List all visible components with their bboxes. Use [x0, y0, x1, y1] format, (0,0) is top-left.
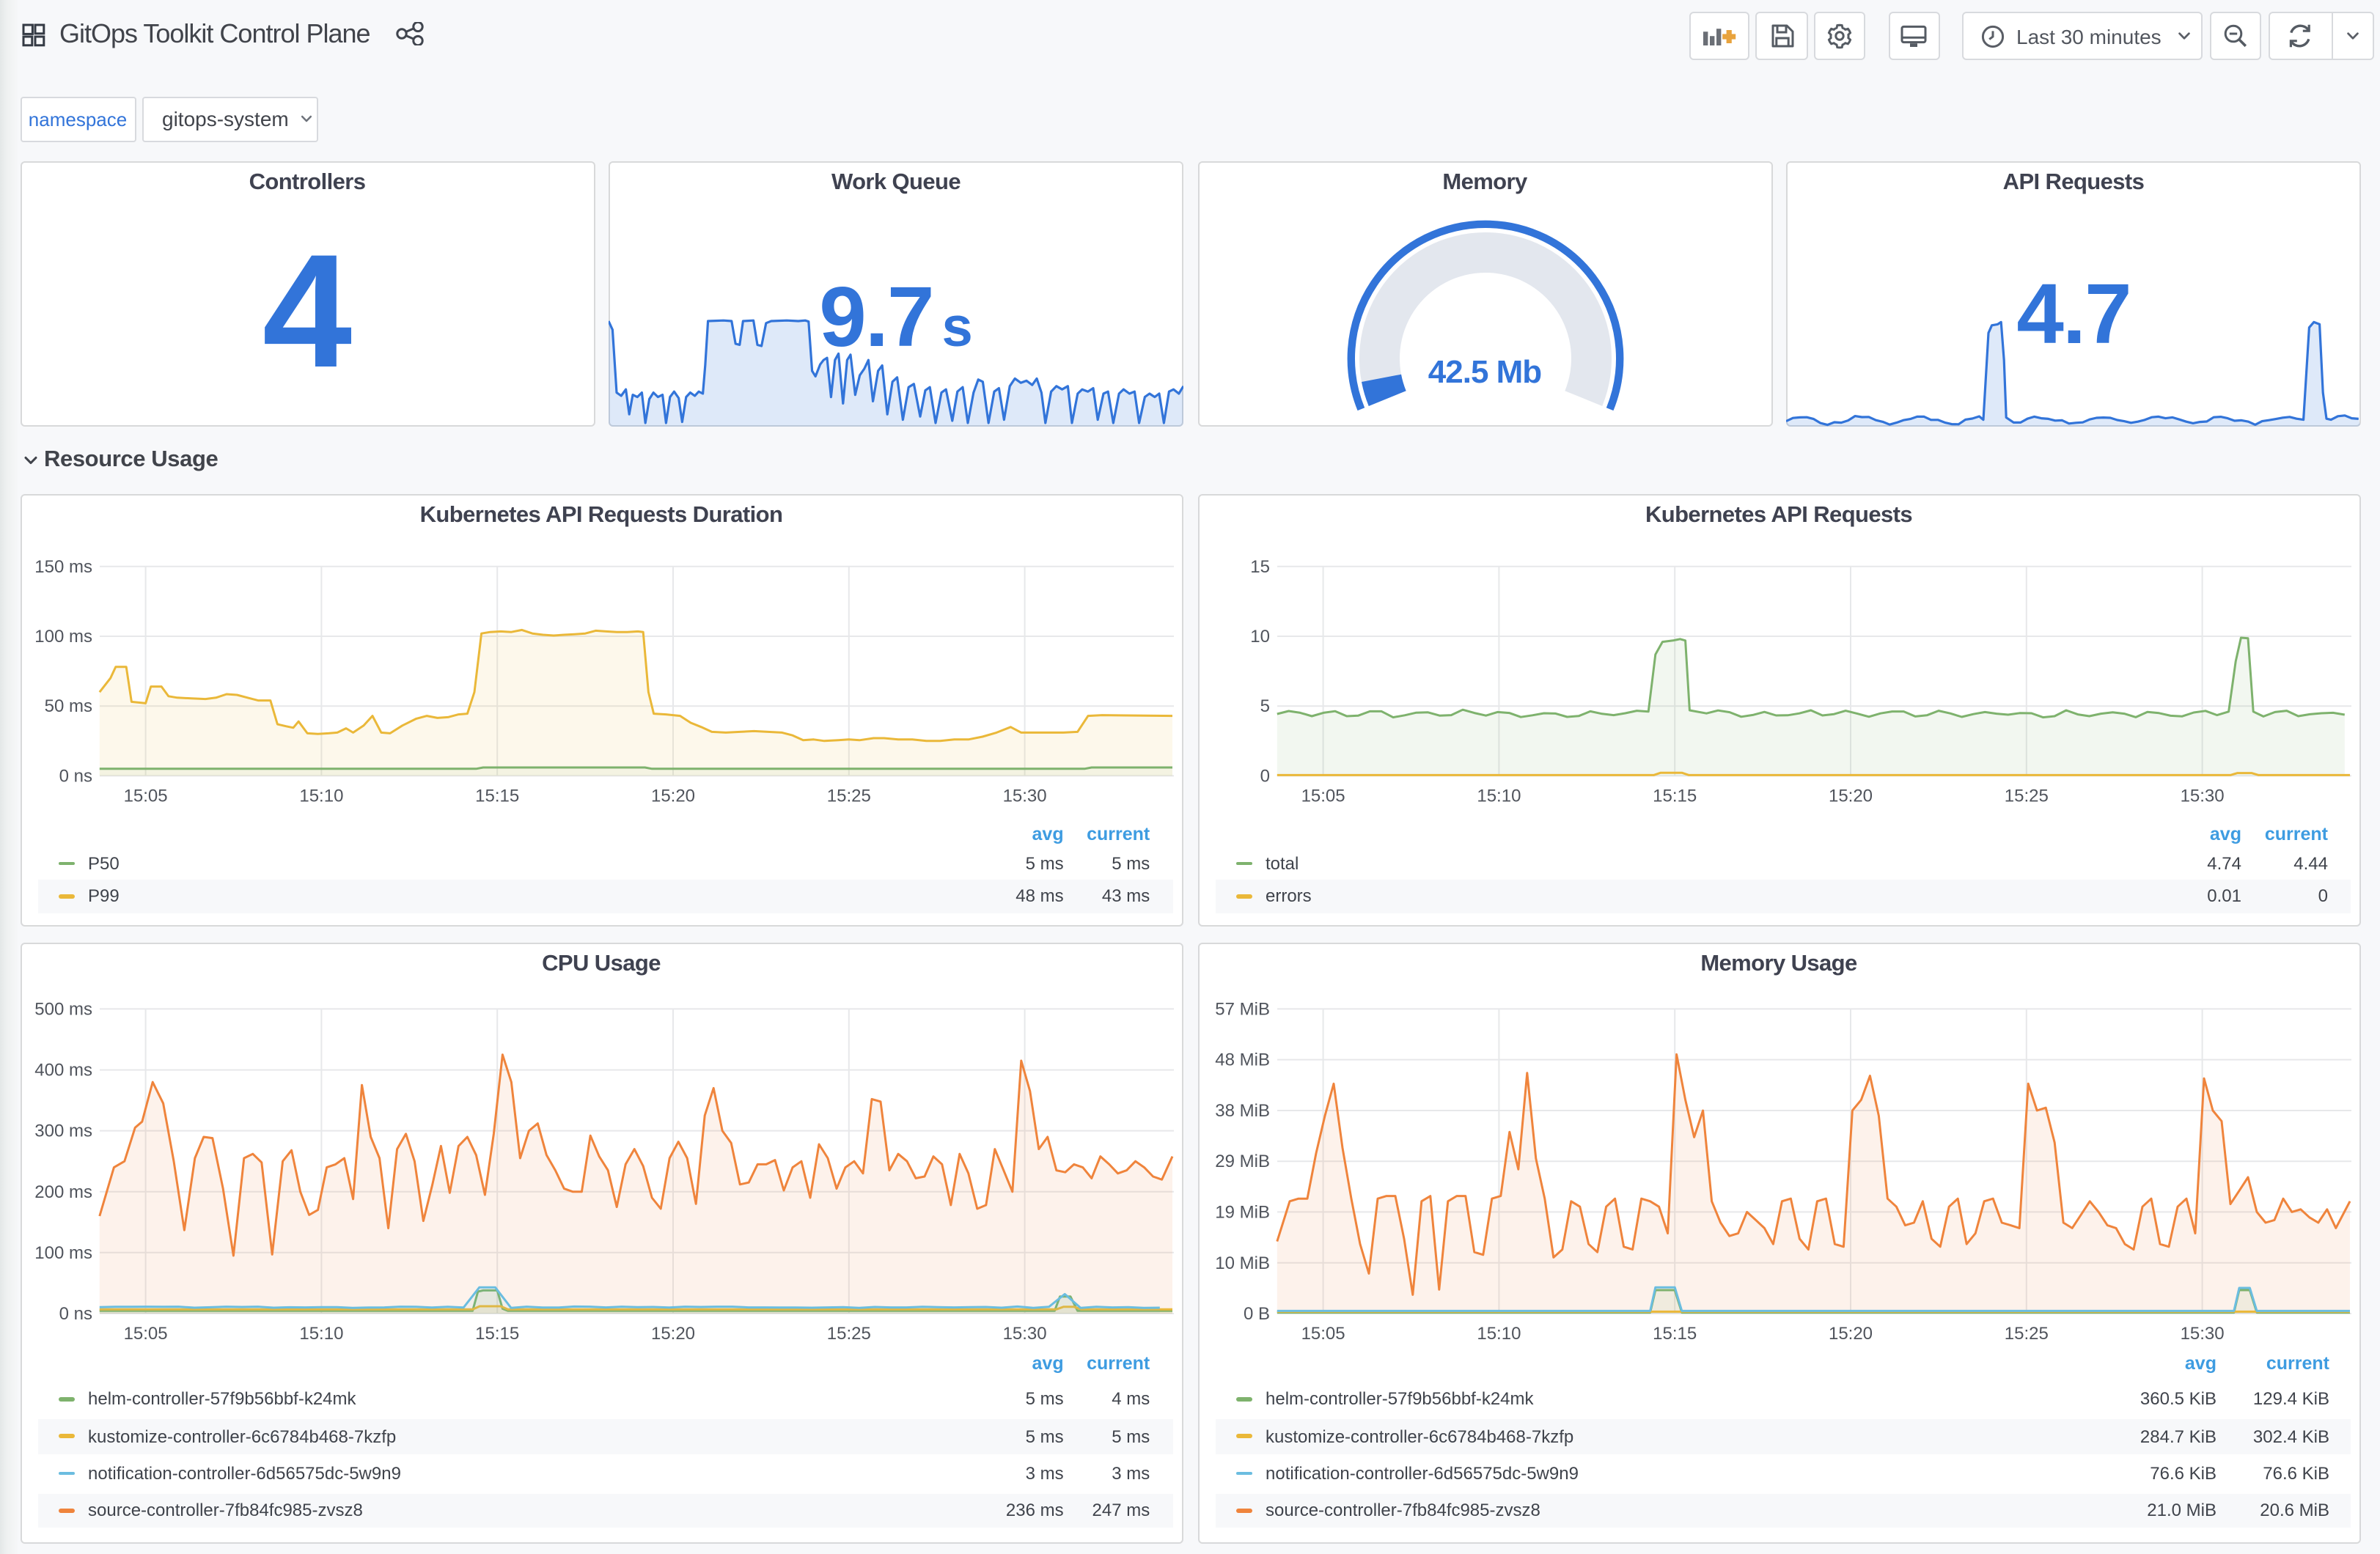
- svg-text:15:10: 15:10: [1476, 1324, 1520, 1344]
- svg-text:15:25: 15:25: [2004, 1324, 2048, 1344]
- svg-text:300 ms: 300 ms: [34, 1122, 92, 1141]
- svg-text:15:20: 15:20: [650, 786, 694, 806]
- svg-text:15: 15: [1249, 557, 1269, 577]
- svg-text:15:15: 15:15: [1652, 786, 1696, 806]
- svg-text:15:30: 15:30: [2180, 786, 2224, 806]
- svg-text:15:20: 15:20: [1828, 786, 1872, 806]
- svg-text:29 MiB: 29 MiB: [1214, 1152, 1269, 1171]
- svg-text:15:05: 15:05: [123, 786, 167, 806]
- svg-text:19 MiB: 19 MiB: [1214, 1202, 1269, 1222]
- svg-text:0: 0: [1260, 766, 1269, 786]
- svg-text:15:10: 15:10: [1476, 786, 1520, 806]
- svg-text:500 ms: 500 ms: [34, 999, 92, 1019]
- svg-text:15:30: 15:30: [1002, 786, 1046, 806]
- svg-text:15:20: 15:20: [650, 1324, 694, 1344]
- svg-text:15:15: 15:15: [474, 786, 518, 806]
- svg-text:0 B: 0 B: [1243, 1304, 1269, 1324]
- svg-text:400 ms: 400 ms: [34, 1061, 92, 1080]
- svg-text:50 ms: 50 ms: [44, 696, 92, 716]
- svg-text:57 MiB: 57 MiB: [1214, 999, 1269, 1019]
- svg-text:38 MiB: 38 MiB: [1214, 1101, 1269, 1121]
- svg-text:48 MiB: 48 MiB: [1214, 1050, 1269, 1070]
- svg-text:15:25: 15:25: [826, 1324, 870, 1344]
- svg-text:15:25: 15:25: [2004, 786, 2048, 806]
- svg-text:15:30: 15:30: [2180, 1324, 2224, 1344]
- svg-text:15:05: 15:05: [1301, 1324, 1345, 1344]
- svg-text:15:30: 15:30: [1002, 1324, 1046, 1344]
- svg-text:15:15: 15:15: [1652, 1324, 1696, 1344]
- svg-text:15:05: 15:05: [123, 1324, 167, 1344]
- svg-text:15:15: 15:15: [474, 1324, 518, 1344]
- svg-text:15:10: 15:10: [298, 786, 342, 806]
- svg-text:0 ns: 0 ns: [59, 1304, 92, 1324]
- svg-text:15:10: 15:10: [298, 1324, 342, 1344]
- svg-text:0 ns: 0 ns: [59, 766, 92, 786]
- svg-text:150 ms: 150 ms: [34, 557, 92, 577]
- svg-text:100 ms: 100 ms: [34, 627, 92, 647]
- svg-text:10: 10: [1249, 627, 1269, 647]
- svg-text:15:20: 15:20: [1828, 1324, 1872, 1344]
- svg-text:10 MiB: 10 MiB: [1214, 1253, 1269, 1273]
- svg-text:5: 5: [1260, 696, 1269, 716]
- svg-text:100 ms: 100 ms: [34, 1243, 92, 1263]
- svg-text:200 ms: 200 ms: [34, 1182, 92, 1202]
- svg-text:15:05: 15:05: [1301, 786, 1345, 806]
- svg-text:15:25: 15:25: [826, 786, 870, 806]
